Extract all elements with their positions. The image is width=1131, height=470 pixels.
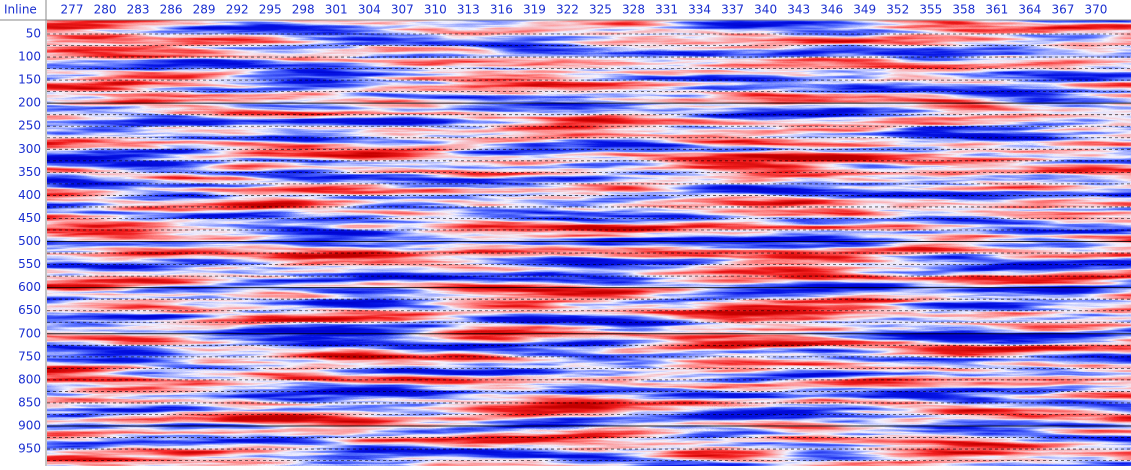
row-label: 400 [18, 188, 41, 202]
column-label: 286 [160, 3, 183, 17]
column-label: 334 [688, 3, 711, 17]
column-label: 277 [61, 3, 84, 17]
row-label: 550 [18, 257, 41, 271]
column-label: 289 [193, 3, 216, 17]
row-label: 850 [18, 395, 41, 409]
column-label: 301 [325, 3, 348, 17]
column-label: 313 [457, 3, 480, 17]
column-label: 361 [985, 3, 1008, 17]
axis-title: Inline [4, 3, 37, 17]
row-label: 200 [18, 96, 41, 110]
column-label: 358 [952, 3, 975, 17]
column-label: 340 [754, 3, 777, 17]
seismic-section [47, 20, 1131, 466]
row-label: 750 [18, 349, 41, 363]
column-label: 283 [127, 3, 150, 17]
column-label: 298 [292, 3, 315, 17]
row-label: 500 [18, 234, 41, 248]
row-label: 100 [18, 50, 41, 64]
column-label: 367 [1051, 3, 1074, 17]
column-label: 292 [226, 3, 249, 17]
column-label: 352 [886, 3, 909, 17]
column-label: 295 [259, 3, 282, 17]
column-label: 337 [721, 3, 744, 17]
column-label: 325 [589, 3, 612, 17]
row-label: 800 [18, 372, 41, 386]
column-label: 328 [622, 3, 645, 17]
column-label: 349 [853, 3, 876, 17]
column-label: 304 [358, 3, 381, 17]
column-label: 310 [424, 3, 447, 17]
row-label: 50 [26, 27, 41, 41]
column-label: 331 [655, 3, 678, 17]
row-label: 650 [18, 303, 41, 317]
row-label: 600 [18, 280, 41, 294]
column-label: 316 [490, 3, 513, 17]
column-label: 280 [94, 3, 117, 17]
row-label: 950 [18, 442, 41, 456]
column-label: 364 [1018, 3, 1041, 17]
row-label: 300 [18, 142, 41, 156]
row-label: 350 [18, 165, 41, 179]
row-label: 450 [18, 211, 41, 225]
column-label: 307 [391, 3, 414, 17]
row-label: 250 [18, 119, 41, 133]
column-label: 346 [820, 3, 843, 17]
row-label: 150 [18, 73, 41, 87]
column-label: 370 [1084, 3, 1107, 17]
column-label: 343 [787, 3, 810, 17]
row-label: 900 [18, 419, 41, 433]
row-label: 700 [18, 326, 41, 340]
column-label: 322 [556, 3, 579, 17]
seismic-viewer: Inline 277 280 283 286 289 292 295 298 301 304 307… [0, 0, 1131, 466]
column-label: 355 [919, 3, 942, 17]
column-label: 319 [523, 3, 546, 17]
